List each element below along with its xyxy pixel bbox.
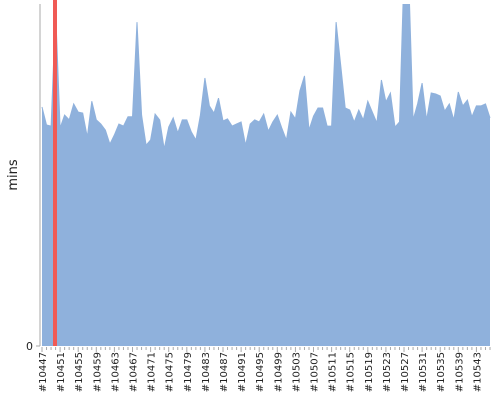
x-tick-label: #10471 (147, 352, 158, 392)
y-axis-label: mins (6, 159, 21, 191)
x-tick-label: #10467 (129, 352, 140, 392)
x-tick-label: #10527 (400, 352, 411, 392)
x-tick-label: #10511 (328, 352, 339, 392)
highlight-marker (53, 0, 57, 346)
x-tick-label: #10455 (74, 352, 85, 392)
y-tick-label: 0 (26, 340, 33, 353)
plot-area (41, 4, 491, 346)
x-tick-label: #10495 (255, 352, 266, 392)
x-tick-label: #10451 (56, 352, 67, 392)
x-tick-label: #10487 (219, 352, 230, 392)
x-tick-label: #10475 (165, 352, 176, 392)
area-line (41, 4, 491, 150)
x-tick-label: #10535 (436, 352, 447, 392)
x-tick-label: #10539 (454, 352, 465, 392)
area-fill (42, 4, 490, 346)
x-tick-label: #10499 (273, 352, 284, 392)
x-tick-label: #10463 (110, 352, 121, 392)
x-tick-label: #10479 (183, 352, 194, 392)
x-tick-label: #10447 (38, 352, 49, 392)
x-tick-label: #10531 (418, 352, 429, 392)
x-tick-label: #10483 (201, 352, 212, 392)
x-tick-label: #10507 (310, 352, 321, 392)
x-tick-label: #10543 (472, 352, 483, 392)
x-tick-label: #10523 (382, 352, 393, 392)
x-tick-label: #10519 (364, 352, 375, 392)
x-tick-label: #10515 (346, 352, 357, 392)
x-tick-label: #10459 (92, 352, 103, 392)
x-tick-label: #10503 (291, 352, 302, 392)
x-tick-label: #10491 (237, 352, 248, 392)
